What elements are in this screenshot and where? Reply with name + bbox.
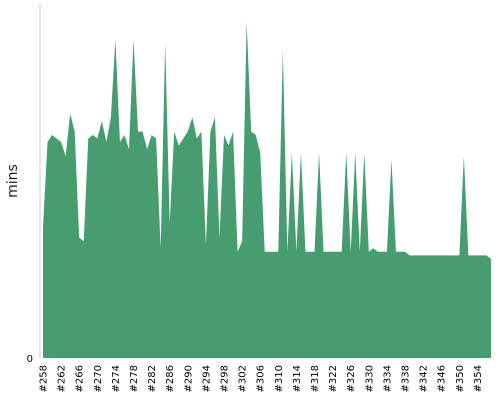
x-tick-label: #334 [382, 365, 393, 392]
series-area [43, 21, 491, 358]
x-tick-label: #286 [165, 365, 176, 392]
x-tick-label: #326 [346, 365, 357, 392]
y-tick-label: 0 [27, 354, 33, 365]
x-tick-label: #258 [39, 365, 50, 392]
x-tick-label: #318 [310, 365, 321, 392]
x-tick-label: #314 [292, 365, 303, 392]
x-tick-label: #278 [129, 365, 140, 392]
x-tick-label: #306 [256, 365, 267, 392]
x-tick-label: #354 [473, 365, 484, 392]
x-tick-label: #298 [220, 365, 231, 392]
x-tick-label: #270 [93, 365, 104, 392]
x-tick-label: #282 [147, 365, 158, 392]
x-tick-label: #294 [201, 365, 212, 392]
y-axis-title: mins [5, 164, 21, 198]
x-tick-label: #346 [437, 365, 448, 392]
x-tick-label: #338 [401, 365, 412, 392]
x-tick-label: #262 [57, 365, 68, 392]
x-tick-label: #302 [238, 365, 249, 392]
x-tick-label: #310 [274, 365, 285, 392]
x-tick-label: #322 [328, 365, 339, 392]
x-tick-label: #290 [183, 365, 194, 392]
x-tick-label: #350 [455, 365, 466, 392]
x-tick-label: #342 [419, 365, 430, 392]
x-axis-ticks: #258 #262 #266 #270 #274 #278 #282 #286 #290 #294… [39, 365, 484, 392]
x-tick-label: #274 [111, 365, 122, 392]
x-tick-label: #266 [75, 365, 86, 392]
x-tick-label: #330 [364, 365, 375, 392]
